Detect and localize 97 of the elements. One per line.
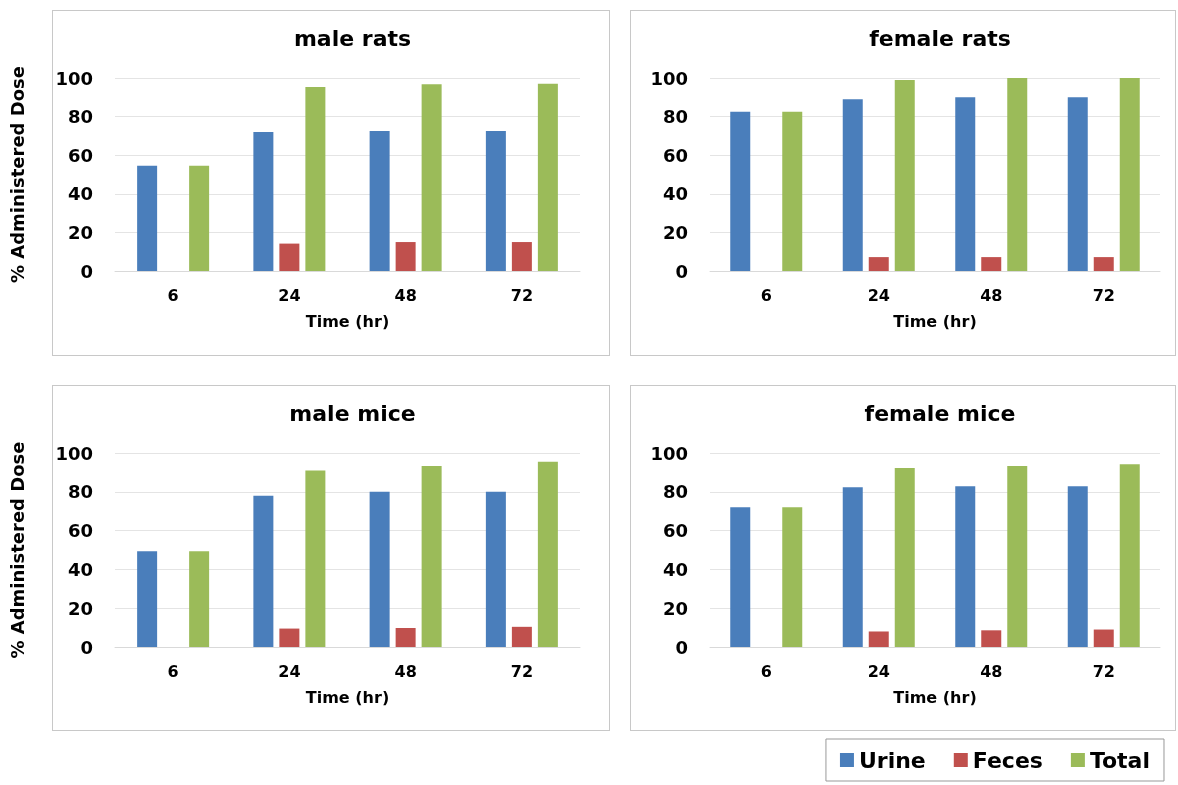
x-tick-label: 24 [867, 285, 890, 305]
bar [485, 491, 506, 647]
bar [421, 84, 442, 271]
y-tick-label: 80 [67, 481, 93, 503]
x-tick-label: 6 [167, 661, 179, 681]
x-axis-title: Time (hr) [893, 311, 977, 331]
bar [868, 257, 889, 271]
y-tick-label: 100 [55, 67, 93, 89]
x-tick-label: 24 [278, 285, 301, 305]
y-tick-label: 60 [662, 144, 688, 166]
x-tick-label: 72 [1092, 285, 1115, 305]
x-tick-label: 24 [867, 661, 890, 681]
y-tick-label: 80 [662, 481, 688, 503]
bar [1067, 486, 1088, 647]
bar [279, 628, 300, 647]
chart-title: female mice [864, 400, 1016, 426]
y-tick-label: 100 [650, 67, 688, 89]
y-tick-label: 40 [662, 558, 688, 580]
y-tick-label: 80 [67, 106, 93, 128]
x-tick-label: 6 [167, 285, 179, 305]
bar [1119, 464, 1140, 647]
bar [137, 551, 158, 647]
bar [189, 165, 210, 271]
bar [395, 242, 416, 271]
bar [894, 467, 915, 647]
chart-title: female rats [869, 25, 1011, 51]
bar [842, 99, 863, 271]
bar [894, 79, 915, 271]
x-axis-title: Time (hr) [893, 687, 977, 707]
bar [511, 242, 532, 271]
bar [369, 131, 390, 271]
y-tick-label: 100 [650, 442, 688, 464]
y-axis-title: % Administered Dose [6, 441, 28, 659]
bar [137, 165, 158, 271]
bar [189, 551, 210, 647]
x-tick-label: 24 [278, 661, 301, 681]
legend-label: Urine [858, 747, 926, 773]
bar [279, 243, 300, 271]
y-tick-label: 20 [662, 221, 688, 243]
x-tick-label: 48 [980, 285, 1003, 305]
bar [537, 83, 558, 271]
x-tick-label: 6 [760, 285, 772, 305]
y-tick-label: 20 [67, 221, 93, 243]
y-tick-label: 20 [662, 597, 688, 619]
bar [1007, 466, 1028, 647]
bar [369, 491, 390, 647]
bar [981, 257, 1002, 271]
y-tick-label: 40 [67, 183, 93, 205]
y-tick-label: 60 [662, 520, 688, 542]
bar [1067, 97, 1088, 271]
y-tick-label: 0 [80, 260, 93, 282]
bar [421, 466, 442, 647]
y-tick-label: 100 [55, 442, 93, 464]
bar [511, 626, 532, 647]
y-tick-label: 40 [67, 558, 93, 580]
bar [395, 627, 416, 647]
x-tick-label: 72 [510, 661, 534, 681]
chart-title: male mice [289, 400, 416, 426]
bar [730, 111, 751, 271]
bar [305, 87, 326, 271]
bar [782, 111, 803, 271]
y-tick-label: 0 [675, 260, 688, 282]
bar [730, 507, 751, 647]
legend-label: Total [1089, 747, 1151, 773]
y-tick-label: 60 [67, 520, 93, 542]
legend-label: Feces [972, 747, 1043, 773]
bar [782, 507, 803, 647]
y-tick-label: 0 [675, 636, 688, 658]
bar [955, 486, 976, 647]
bar [253, 132, 274, 271]
x-tick-label: 6 [760, 661, 772, 681]
x-tick-label: 48 [394, 661, 417, 681]
chart-title: male rats [293, 25, 412, 51]
bar [981, 630, 1002, 647]
bar [485, 131, 506, 271]
y-tick-label: 20 [67, 597, 93, 619]
y-tick-label: 40 [662, 183, 688, 205]
x-axis-title: Time (hr) [305, 687, 390, 707]
x-tick-label: 72 [1092, 661, 1115, 681]
bar [955, 97, 976, 271]
bar [1007, 78, 1028, 271]
x-tick-label: 48 [980, 661, 1003, 681]
bar [305, 470, 326, 647]
bar [842, 487, 863, 647]
bar [537, 461, 558, 647]
bar [1093, 257, 1114, 271]
x-tick-label: 48 [394, 285, 417, 305]
y-tick-label: 80 [662, 106, 688, 128]
x-axis-title: Time (hr) [305, 311, 390, 331]
x-tick-label: 72 [510, 285, 534, 305]
y-axis-title: % Administered Dose [6, 65, 28, 284]
y-tick-label: 60 [67, 144, 93, 166]
bar [868, 631, 889, 647]
y-tick-label: 0 [80, 636, 93, 658]
bar [1093, 629, 1114, 647]
bar [1119, 78, 1140, 271]
bar [253, 495, 274, 647]
